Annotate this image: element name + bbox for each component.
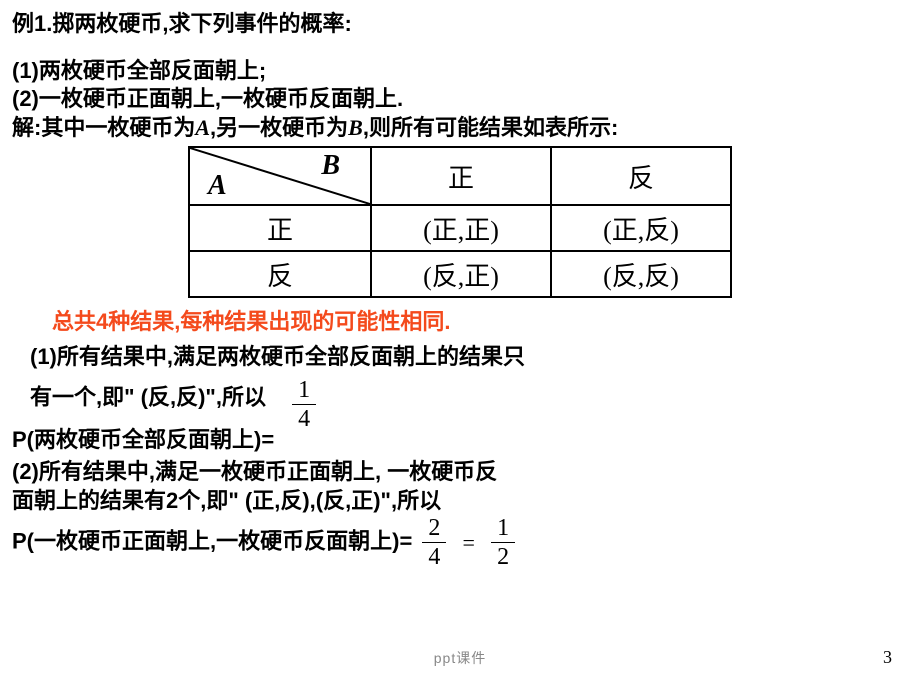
answer-2-line2: 面朝上的结果有2个,即" (正,反),(反,正)",所以 bbox=[12, 486, 908, 516]
answer-1-line2: 有一个,即" (反,反)",所以 bbox=[30, 384, 266, 409]
col-header-zheng: 正 bbox=[371, 147, 551, 205]
question-1: (1)两枚硬币全部反面朝上; bbox=[12, 57, 908, 86]
cell-11: (正,正) bbox=[371, 205, 551, 251]
frac2b-num: 1 bbox=[491, 516, 515, 543]
question-2: (2)一枚硬币正面朝上,一枚硬币反面朝上. bbox=[12, 85, 908, 114]
coin-a-label: A bbox=[195, 115, 210, 140]
answer-2-prob-wrap: P(一枚硬币正面朝上,一枚硬币反面朝上)= 2 4 = 1 2 bbox=[12, 516, 908, 569]
cell-21: (反,正) bbox=[371, 251, 551, 297]
spacer bbox=[12, 39, 908, 57]
frac2a-num: 2 bbox=[422, 516, 446, 543]
row-axis-label: A bbox=[208, 170, 227, 202]
row-header-zheng: 正 bbox=[189, 205, 371, 251]
answer-1-prob: P(两枚硬币全部反面朝上)= bbox=[12, 425, 908, 455]
problem-title: 例1.掷两枚硬币,求下列事件的概率: bbox=[12, 10, 908, 39]
equals-sign: = bbox=[463, 530, 475, 555]
frac1-den: 4 bbox=[292, 405, 316, 431]
frac1-num: 1 bbox=[292, 378, 316, 405]
col-axis-label: B bbox=[321, 150, 340, 182]
intro-pre: 解:其中一枚硬币为 bbox=[12, 115, 195, 140]
summary-text: 总共4种结果,每种结果出现的可能性相同. bbox=[52, 304, 908, 336]
row-header-fan: 反 bbox=[189, 251, 371, 297]
diagonal-header-cell: A B bbox=[189, 147, 371, 205]
fraction-2-4: 2 4 bbox=[422, 516, 446, 569]
answer-2-line1: (2)所有结果中,满足一枚硬币正面朝上, 一枚硬币反 bbox=[12, 457, 908, 487]
answer-1-line1: (1)所有结果中,满足两枚硬币全部反面朝上的结果只 bbox=[30, 342, 908, 372]
page-number: 3 bbox=[883, 647, 892, 668]
solution-intro: 解:其中一枚硬币为A,另一枚硬币为B,则所有可能结果如表所示: bbox=[12, 114, 908, 143]
fraction-1-2: 1 2 bbox=[491, 516, 515, 569]
cell-22: (反,反) bbox=[551, 251, 731, 297]
watermark-text: ppt课件 bbox=[434, 648, 486, 668]
intro-post: ,则所有可能结果如表所示: bbox=[363, 115, 618, 140]
outcome-table: A B 正 反 正 (正,正) (正,反) 反 (反,正) (反,反) bbox=[188, 146, 732, 298]
frac2a-den: 4 bbox=[422, 543, 446, 569]
fraction-1-4: 1 4 bbox=[292, 378, 316, 431]
col-header-fan: 反 bbox=[551, 147, 731, 205]
answer-1: (1)所有结果中,满足两枚硬币全部反面朝上的结果只 有一个,即" (反,反)",… bbox=[30, 342, 908, 454]
cell-12: (正,反) bbox=[551, 205, 731, 251]
answer-2-prob: P(一枚硬币正面朝上,一枚硬币反面朝上)= bbox=[12, 528, 412, 553]
intro-mid: ,另一枚硬币为 bbox=[210, 115, 348, 140]
coin-b-label: B bbox=[348, 115, 363, 140]
answer-2: (2)所有结果中,满足一枚硬币正面朝上, 一枚硬币反 面朝上的结果有2个,即" … bbox=[12, 457, 908, 569]
frac2b-den: 2 bbox=[491, 543, 515, 569]
answer-1-line2-wrap: 有一个,即" (反,反)",所以 1 4 bbox=[30, 372, 908, 425]
